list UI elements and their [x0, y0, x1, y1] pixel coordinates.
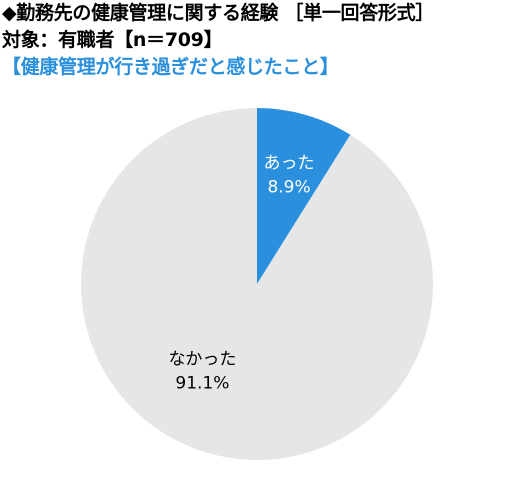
- pie-slices: [80, 108, 433, 460]
- pie-slice-no: [80, 108, 433, 460]
- slice-value-label: 91.1%: [175, 373, 229, 393]
- pie-labels: あった 8.9% なかった 91.1%: [168, 153, 314, 393]
- chart-question: 【健康管理が行き過ぎだと感じたこと】: [2, 56, 339, 78]
- pie-slice-yes: [257, 108, 351, 284]
- chart-subtitle: 対象：有職者【n＝709】: [2, 29, 223, 51]
- chart-title: ◆勤務先の健康管理に関する経験 ［単一回答形式］: [2, 2, 435, 24]
- slice-name-label: あった: [264, 153, 315, 173]
- chart-header: ◆勤務先の健康管理に関する経験 ［単一回答形式］ 対象：有職者【n＝709】 【…: [2, 0, 511, 81]
- slice-value-label: 8.9%: [267, 177, 310, 197]
- slice-name-label: なかった: [168, 349, 236, 369]
